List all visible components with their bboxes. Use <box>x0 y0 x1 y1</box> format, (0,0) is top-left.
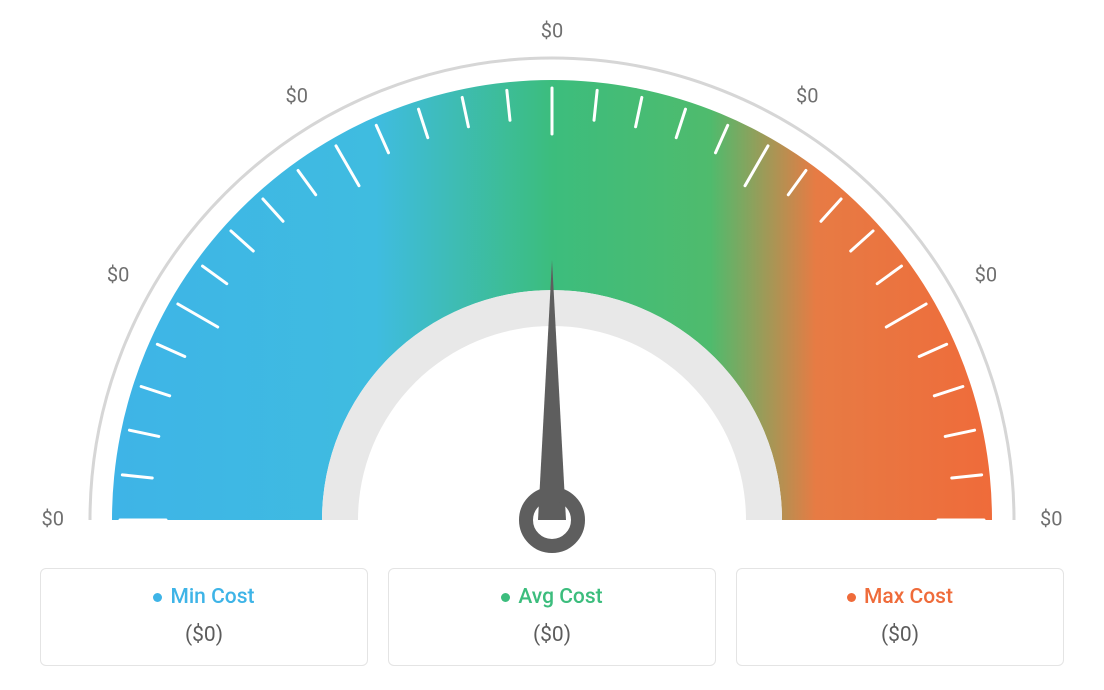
legend-card-max: Max Cost ($0) <box>736 568 1064 666</box>
legend-value-min: ($0) <box>53 623 355 647</box>
legend-label-min: Min Cost <box>170 585 254 609</box>
svg-text:$0: $0 <box>541 18 563 42</box>
legend-dot-max <box>847 593 856 602</box>
legend-label-avg: Avg Cost <box>518 585 602 609</box>
svg-text:$0: $0 <box>286 84 308 108</box>
gauge-svg: $0 $0 $0 $0 $0 $0 $0 <box>0 0 1104 560</box>
legend-card-min: Min Cost ($0) <box>40 568 368 666</box>
legend-dot-avg <box>501 593 510 602</box>
legend-label-max: Max Cost <box>864 585 953 609</box>
svg-text:$0: $0 <box>42 506 64 530</box>
legend-value-max: ($0) <box>749 623 1051 647</box>
legend-dot-min <box>153 593 162 602</box>
svg-text:$0: $0 <box>1040 506 1062 530</box>
legend-card-avg: Avg Cost ($0) <box>388 568 716 666</box>
legend-value-avg: ($0) <box>401 623 703 647</box>
svg-text:$0: $0 <box>796 84 818 108</box>
svg-text:$0: $0 <box>975 262 997 286</box>
svg-text:$0: $0 <box>107 262 129 286</box>
legend-row: Min Cost ($0) Avg Cost ($0) Max Cost ($0… <box>40 568 1064 666</box>
cost-gauge: $0 $0 $0 $0 $0 $0 $0 <box>0 0 1104 560</box>
